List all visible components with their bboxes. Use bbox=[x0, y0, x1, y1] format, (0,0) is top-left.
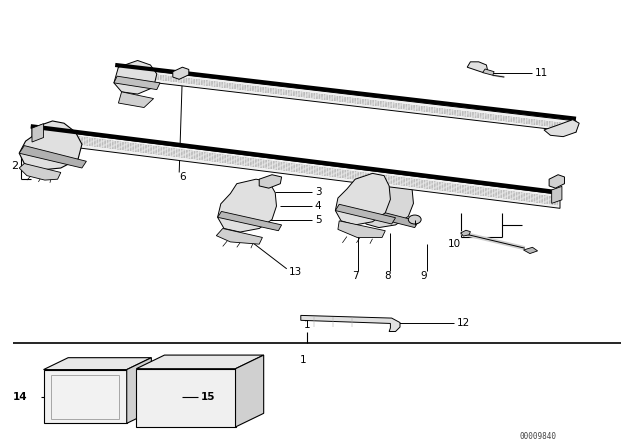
Text: 7: 7 bbox=[352, 271, 358, 280]
Polygon shape bbox=[118, 67, 576, 132]
Text: 8: 8 bbox=[384, 271, 390, 280]
Polygon shape bbox=[118, 92, 154, 108]
Polygon shape bbox=[136, 355, 264, 369]
Text: 13: 13 bbox=[289, 267, 303, 277]
Polygon shape bbox=[461, 230, 470, 236]
Polygon shape bbox=[335, 173, 390, 225]
Text: 12: 12 bbox=[457, 319, 470, 328]
Polygon shape bbox=[362, 208, 419, 228]
Polygon shape bbox=[32, 124, 44, 142]
Text: 1: 1 bbox=[300, 355, 307, 365]
Polygon shape bbox=[236, 355, 264, 427]
Text: 14: 14 bbox=[13, 392, 28, 402]
Polygon shape bbox=[44, 370, 127, 423]
Polygon shape bbox=[216, 228, 262, 244]
Polygon shape bbox=[544, 120, 579, 137]
Polygon shape bbox=[114, 76, 160, 90]
Polygon shape bbox=[552, 186, 562, 203]
Circle shape bbox=[408, 215, 421, 224]
Text: 1: 1 bbox=[304, 320, 310, 330]
Polygon shape bbox=[19, 164, 61, 180]
Polygon shape bbox=[136, 369, 236, 427]
Text: 11: 11 bbox=[535, 68, 548, 78]
Text: 6: 6 bbox=[179, 172, 186, 182]
Text: 00009840: 00009840 bbox=[519, 432, 556, 441]
Text: 2: 2 bbox=[12, 161, 19, 171]
Polygon shape bbox=[127, 358, 152, 423]
Text: 10: 10 bbox=[448, 239, 461, 249]
Polygon shape bbox=[218, 179, 276, 232]
Text: 3: 3 bbox=[315, 187, 321, 197]
Polygon shape bbox=[549, 175, 564, 188]
Polygon shape bbox=[19, 121, 82, 170]
Polygon shape bbox=[483, 69, 494, 75]
Polygon shape bbox=[335, 204, 396, 224]
Polygon shape bbox=[32, 128, 560, 208]
Polygon shape bbox=[362, 178, 413, 228]
Polygon shape bbox=[173, 67, 189, 79]
Polygon shape bbox=[301, 315, 400, 332]
Polygon shape bbox=[19, 146, 86, 168]
Polygon shape bbox=[259, 175, 282, 188]
Polygon shape bbox=[114, 60, 157, 94]
Polygon shape bbox=[467, 62, 488, 73]
Polygon shape bbox=[218, 211, 282, 231]
Text: 4: 4 bbox=[315, 201, 321, 211]
Text: 5: 5 bbox=[315, 215, 321, 224]
Text: 9: 9 bbox=[420, 271, 427, 280]
Polygon shape bbox=[524, 247, 538, 254]
Polygon shape bbox=[44, 358, 152, 370]
Polygon shape bbox=[338, 221, 385, 237]
Text: 15: 15 bbox=[201, 392, 216, 402]
